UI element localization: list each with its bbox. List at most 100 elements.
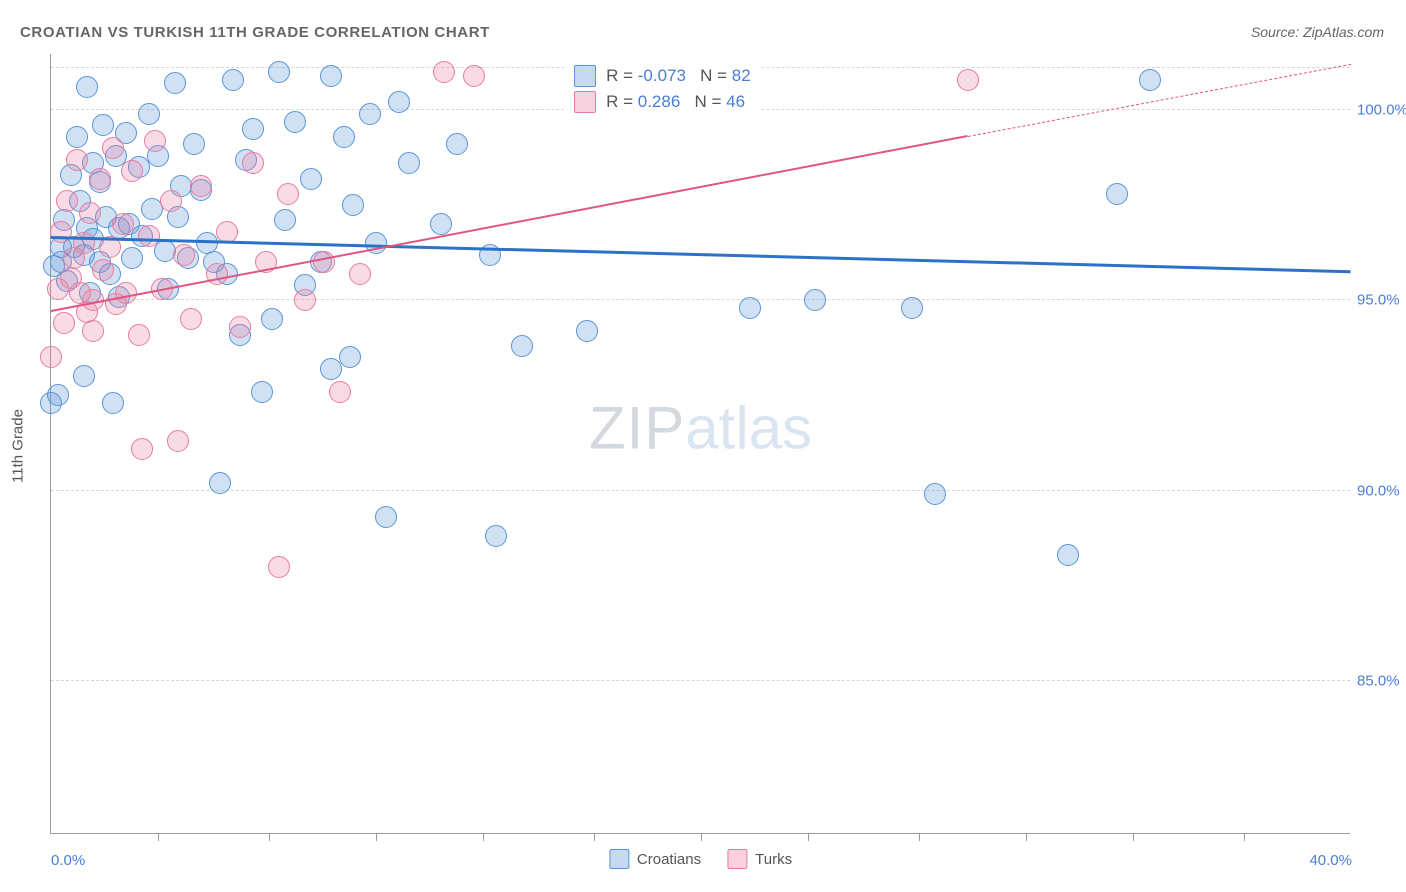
- x-tick: [269, 833, 270, 841]
- watermark-part2: atlas: [685, 394, 812, 461]
- scatter-point: [1139, 69, 1161, 91]
- scatter-point: [73, 365, 95, 387]
- scatter-point: [329, 381, 351, 403]
- scatter-point: [268, 61, 290, 83]
- scatter-point: [339, 346, 361, 368]
- scatter-point: [209, 472, 231, 494]
- scatter-point: [131, 438, 153, 460]
- stats-swatch: [574, 65, 596, 87]
- x-tick: [594, 833, 595, 841]
- scatter-point: [320, 65, 342, 87]
- scatter-point: [313, 251, 335, 273]
- scatter-point: [1106, 183, 1128, 205]
- scatter-point: [901, 297, 923, 319]
- scatter-point: [375, 506, 397, 528]
- scatter-point: [261, 308, 283, 330]
- scatter-point: [333, 126, 355, 148]
- x-tick: [1133, 833, 1134, 841]
- scatter-point: [160, 190, 182, 212]
- scatter-point: [739, 297, 761, 319]
- scatter-point: [388, 91, 410, 113]
- y-tick-label: 100.0%: [1357, 102, 1406, 119]
- watermark: ZIPatlas: [589, 393, 812, 462]
- x-tick-label: 0.0%: [51, 852, 85, 869]
- scatter-point: [242, 152, 264, 174]
- legend-swatch: [609, 849, 629, 869]
- stats-swatch: [574, 91, 596, 113]
- scatter-point: [115, 282, 137, 304]
- series-legend: Croatians Turks: [609, 849, 792, 869]
- y-axis-label: 11th Grade: [10, 409, 27, 483]
- y-tick-label: 85.0%: [1357, 672, 1406, 689]
- scatter-point: [183, 133, 205, 155]
- scatter-point: [89, 168, 111, 190]
- x-tick: [1026, 833, 1027, 841]
- scatter-point: [268, 556, 290, 578]
- scatter-point: [164, 72, 186, 94]
- scatter-point: [320, 358, 342, 380]
- scatter-point: [112, 213, 134, 235]
- scatter-point: [349, 263, 371, 285]
- legend-swatch: [727, 849, 747, 869]
- x-tick: [1244, 833, 1245, 841]
- scatter-point: [433, 61, 455, 83]
- scatter-point: [154, 240, 176, 262]
- scatter-plot: ZIPatlas 85.0%90.0%95.0%100.0%0.0%40.0%R…: [50, 54, 1350, 834]
- gridline: [51, 680, 1350, 681]
- scatter-point: [79, 202, 101, 224]
- scatter-point: [66, 149, 88, 171]
- scatter-point: [40, 346, 62, 368]
- scatter-point: [73, 232, 95, 254]
- stats-row: R = 0.286 N = 46: [574, 89, 751, 115]
- x-tick: [158, 833, 159, 841]
- legend-label: Croatians: [637, 851, 701, 868]
- x-tick: [808, 833, 809, 841]
- scatter-point: [359, 103, 381, 125]
- scatter-point: [102, 137, 124, 159]
- legend-item: Turks: [727, 849, 792, 869]
- scatter-point: [294, 289, 316, 311]
- x-tick: [483, 833, 484, 841]
- scatter-point: [446, 133, 468, 155]
- scatter-point: [121, 247, 143, 269]
- stats-row: R = -0.073 N = 82: [574, 63, 751, 89]
- scatter-point: [430, 213, 452, 235]
- scatter-point: [173, 244, 195, 266]
- watermark-part1: ZIP: [589, 394, 685, 461]
- scatter-point: [398, 152, 420, 174]
- scatter-point: [76, 76, 98, 98]
- x-tick: [376, 833, 377, 841]
- scatter-point: [144, 130, 166, 152]
- regression-line: [51, 135, 968, 312]
- scatter-point: [277, 183, 299, 205]
- scatter-point: [121, 160, 143, 182]
- scatter-point: [66, 126, 88, 148]
- scatter-point: [300, 168, 322, 190]
- scatter-point: [251, 381, 273, 403]
- y-tick-label: 95.0%: [1357, 292, 1406, 309]
- x-tick: [701, 833, 702, 841]
- scatter-point: [485, 525, 507, 547]
- scatter-point: [138, 225, 160, 247]
- scatter-point: [92, 114, 114, 136]
- stats-text: R = 0.286 N = 46: [606, 92, 745, 112]
- scatter-point: [102, 392, 124, 414]
- scatter-point: [47, 384, 69, 406]
- scatter-point: [242, 118, 264, 140]
- scatter-point: [138, 103, 160, 125]
- scatter-point: [229, 316, 251, 338]
- scatter-point: [128, 324, 150, 346]
- scatter-point: [957, 69, 979, 91]
- scatter-point: [222, 69, 244, 91]
- scatter-point: [92, 259, 114, 281]
- scatter-point: [180, 308, 202, 330]
- scatter-point: [56, 190, 78, 212]
- scatter-point: [511, 335, 533, 357]
- scatter-point: [190, 175, 212, 197]
- x-tick-label: 40.0%: [1309, 852, 1352, 869]
- scatter-point: [50, 221, 72, 243]
- chart-source: Source: ZipAtlas.com: [1251, 24, 1384, 40]
- chart-title: CROATIAN VS TURKISH 11TH GRADE CORRELATI…: [20, 24, 490, 41]
- stats-legend: R = -0.073 N = 82 R = 0.286 N = 46: [564, 59, 761, 119]
- scatter-point: [167, 430, 189, 452]
